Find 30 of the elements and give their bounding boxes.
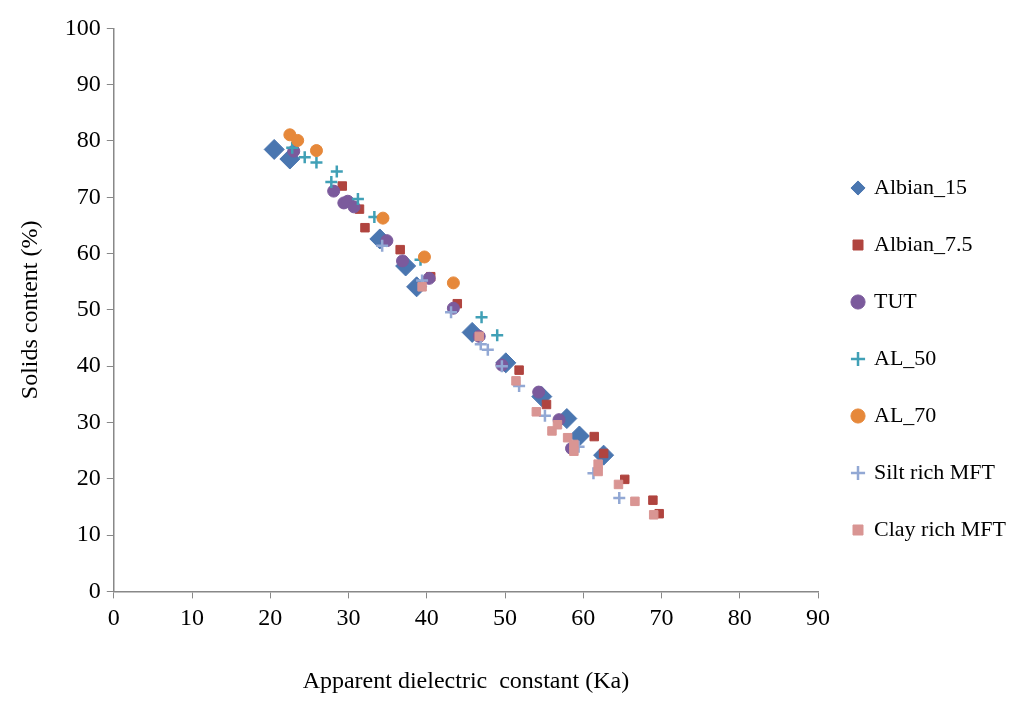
y-tick-label: 0 — [88, 576, 101, 603]
legend-label: AL_50 — [874, 344, 937, 370]
y-tick-label: 70 — [76, 182, 101, 209]
x-tick-label: 70 — [649, 604, 674, 631]
legend-label: TUT — [874, 287, 918, 313]
legend-label: AL_70 — [874, 401, 937, 427]
x-axis-title: Apparent dielectric constant (Ka) — [302, 666, 630, 693]
x-tick-label: 0 — [107, 604, 120, 631]
y-tick-label: 80 — [76, 126, 101, 153]
x-tick-label: 60 — [571, 604, 596, 631]
legend-label: Silt rich MFT — [874, 458, 996, 484]
y-tick-label: 90 — [76, 70, 101, 96]
legend-label: Albian_7.5 — [874, 230, 973, 256]
y-axis-title: Solids content (%) — [15, 220, 42, 400]
legend-label: Albian_15 — [874, 173, 967, 199]
x-tick-label: 10 — [180, 604, 205, 631]
x-tick-label: 20 — [258, 604, 283, 631]
y-tick-label: 10 — [76, 520, 101, 547]
y-tick-label: 60 — [76, 238, 101, 265]
y-tick-label: 30 — [76, 407, 101, 434]
x-tick-label: 30 — [336, 604, 361, 631]
y-tick-label: 20 — [76, 464, 101, 491]
x-tick-label: 40 — [414, 604, 439, 631]
y-tick-label: 100 — [64, 13, 101, 40]
x-tick-label: 90 — [806, 604, 831, 631]
y-tick-label: 50 — [76, 295, 101, 322]
legend-label: Clay rich MFT — [874, 515, 1007, 541]
y-tick-label: 40 — [76, 351, 101, 378]
x-tick-label: 80 — [727, 604, 752, 631]
x-tick-label: 50 — [493, 604, 518, 631]
